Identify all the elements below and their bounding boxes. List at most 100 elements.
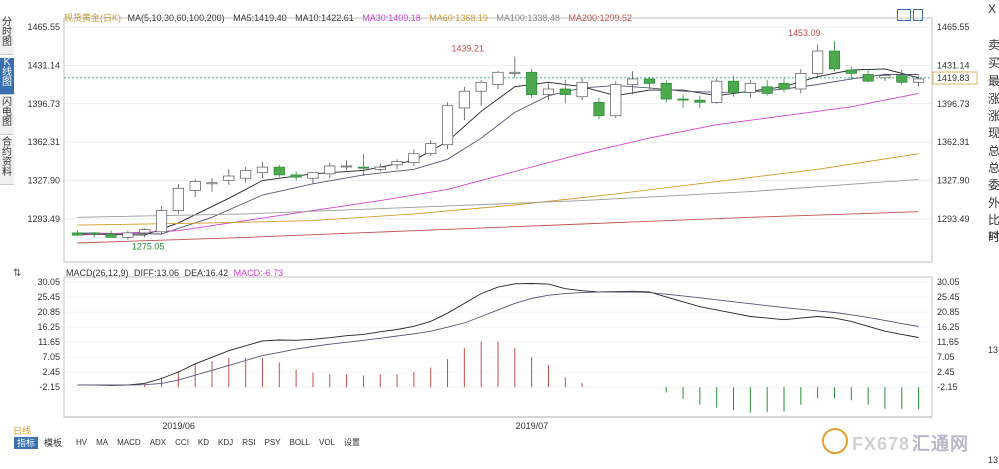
candle xyxy=(643,76,655,89)
candle xyxy=(391,159,403,170)
candle xyxy=(576,77,588,101)
candle xyxy=(744,80,756,98)
candle xyxy=(458,86,470,121)
indicator-hv[interactable]: HV xyxy=(76,438,88,447)
period-label[interactable]: 日线 xyxy=(13,426,32,436)
macd-ytick-left: 16.25 xyxy=(37,322,60,332)
indicator-boll[interactable]: BOLL xyxy=(289,438,310,447)
candle xyxy=(290,171,302,181)
x-tick-label-jun: 2019/06 xyxy=(162,421,195,431)
right-panel-char: 比 xyxy=(988,213,999,227)
indicator-kd[interactable]: KD xyxy=(197,438,210,447)
candle xyxy=(273,164,285,178)
candle xyxy=(172,183,184,214)
price-annotation: 1275.05 xyxy=(132,242,165,252)
macd-ytick-left: 7.05 xyxy=(42,352,60,362)
candle xyxy=(425,140,437,156)
kline-ytick-right: 1327.90 xyxy=(937,176,970,186)
candle xyxy=(122,230,134,240)
kline-ytick-right: 1362.31 xyxy=(937,137,970,147)
candle xyxy=(240,167,252,183)
candle xyxy=(307,172,319,184)
macd-ytick-right: 20.85 xyxy=(937,307,960,317)
candle xyxy=(694,95,706,108)
right-panel-char: 涨 xyxy=(988,109,999,123)
indicator-bar: HV MA MACD ADX CCI KD KDJ RSI PSY BOLL VOL 设置 xyxy=(76,437,369,449)
macd-label: MACD(26,12,9) xyxy=(66,268,129,278)
candle xyxy=(71,230,83,237)
watermark-text: FX678 汇通网 xyxy=(852,434,970,454)
ma-line-ma100 xyxy=(77,178,919,218)
candle xyxy=(223,169,235,185)
macd-ytick-left: 2.45 xyxy=(42,367,60,377)
candle xyxy=(627,71,639,95)
macd-ytick-right: 16.25 xyxy=(937,322,960,332)
macd-ytick-right: 11.65 xyxy=(937,337,959,347)
ma-line-ma60 xyxy=(77,153,919,226)
macd-settings-icon[interactable]: ⇅ xyxy=(13,268,22,279)
right-panel-char: 13 xyxy=(988,230,999,240)
right-panel-char: 时 xyxy=(988,230,999,244)
restore-icon[interactable] xyxy=(913,9,923,21)
macd-diff-label: DIFF:13.06 xyxy=(134,268,180,278)
indicator-ma[interactable]: MA xyxy=(96,438,109,447)
candle xyxy=(509,56,521,78)
candle xyxy=(256,161,269,179)
right-panel-char: 卖 xyxy=(988,38,999,52)
candle xyxy=(206,178,218,192)
macd-value-label: MACD:-6.73 xyxy=(233,268,284,278)
macd-ytick-left: 11.65 xyxy=(38,337,60,347)
indicator-kdj[interactable]: KDJ xyxy=(218,438,234,447)
candle xyxy=(189,179,201,198)
price-annotation: 1453.09 xyxy=(788,28,821,38)
right-panel-char: 外 xyxy=(988,196,999,210)
kline-ytick-left: 1396.73 xyxy=(27,99,60,109)
kline-ytick-right: 1293.49 xyxy=(937,214,970,224)
tab-timeshare[interactable]: 分时图 xyxy=(0,18,14,55)
indicator-vol[interactable]: VOL xyxy=(319,438,336,447)
kline-ytick-left: 1465.55 xyxy=(27,22,60,32)
kline-ytick-left: 1293.49 xyxy=(27,214,60,224)
indicator-rsi[interactable]: RSI xyxy=(242,438,256,447)
macd-ytick-right: 7.05 xyxy=(937,352,955,362)
indicator-settings[interactable]: 设置 xyxy=(344,438,361,447)
right-panel-char: 总 xyxy=(988,144,999,158)
candle xyxy=(778,77,790,93)
candle xyxy=(155,206,168,235)
candle xyxy=(711,78,723,104)
candle xyxy=(341,160,353,171)
candle xyxy=(593,97,605,120)
tab-contract-info[interactable]: 合约资料 xyxy=(0,138,14,185)
macd-dea-label: DEA:16.42 xyxy=(184,268,229,278)
tab-flash[interactable]: 闪电图 xyxy=(0,98,14,135)
tab-templates[interactable]: 模板 xyxy=(44,438,63,448)
candle xyxy=(761,80,773,96)
candle xyxy=(845,66,857,81)
candle xyxy=(913,75,925,87)
macd-ytick-left: -2.15 xyxy=(39,382,60,392)
candle xyxy=(896,70,908,85)
tab-kline[interactable]: K线图 xyxy=(0,58,14,95)
macd-ytick-left: 25.45 xyxy=(37,292,60,302)
last-price-text: 1419.83 xyxy=(937,73,970,83)
candle xyxy=(374,163,386,172)
candle xyxy=(862,68,874,83)
candle xyxy=(441,102,454,150)
kline-ytick-left: 1431.14 xyxy=(27,60,60,70)
candle xyxy=(105,230,117,238)
indicator-adx[interactable]: ADX xyxy=(149,438,167,447)
indicator-cci[interactable]: CCI xyxy=(175,438,189,447)
right-panel-char: 13 xyxy=(988,345,999,355)
candle xyxy=(408,149,420,166)
macd-ytick-right: 2.45 xyxy=(937,367,955,377)
candle xyxy=(526,68,538,98)
maximize-icon[interactable] xyxy=(897,9,911,21)
indicator-macd[interactable]: MACD xyxy=(117,438,141,447)
candle xyxy=(795,68,807,94)
indicator-psy[interactable]: PSY xyxy=(264,438,281,447)
candle xyxy=(492,71,504,89)
candle xyxy=(357,153,369,177)
price-annotation: 1439.21 xyxy=(452,43,485,53)
tab-indicators[interactable]: 指标 xyxy=(14,437,39,449)
